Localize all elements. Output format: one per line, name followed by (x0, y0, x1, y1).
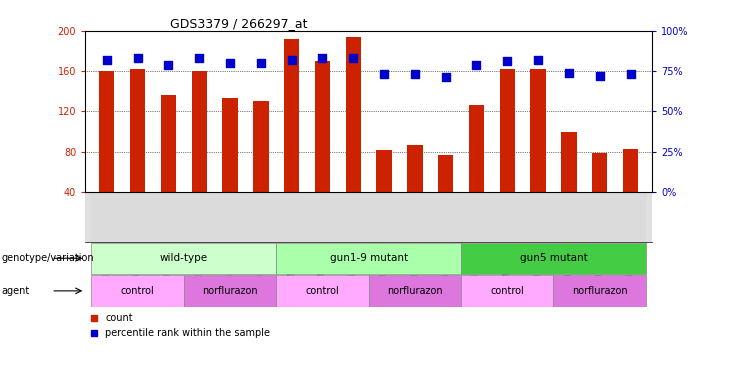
Bar (284, 39, 299, 192)
Point (348, 55, 359, 61)
Bar (345, 37, 361, 192)
Bar (522, 192, 554, 242)
Bar (585, 192, 615, 242)
Bar (99, 71, 114, 192)
Text: count: count (105, 313, 133, 323)
Point (409, 71, 421, 77)
Bar (153, 192, 184, 242)
Bar (315, 61, 330, 192)
Text: norflurazon: norflurazon (202, 286, 258, 296)
Point (286, 57, 298, 63)
Bar (307, 192, 338, 242)
Bar (461, 275, 554, 306)
Point (132, 55, 144, 61)
Bar (469, 105, 484, 192)
Bar (431, 192, 461, 242)
Bar (184, 192, 215, 242)
Bar (407, 145, 422, 192)
Bar (461, 192, 492, 242)
Point (224, 60, 236, 66)
Bar (592, 153, 608, 192)
Bar (184, 275, 276, 306)
Bar (91, 243, 276, 274)
Bar (161, 95, 176, 192)
Bar (461, 243, 646, 274)
Bar (492, 192, 522, 242)
Point (101, 57, 113, 63)
Text: agent: agent (1, 286, 30, 296)
Bar (191, 71, 207, 192)
Text: control: control (491, 286, 524, 296)
Bar (245, 192, 276, 242)
Bar (222, 98, 238, 192)
Text: percentile rank within the sample: percentile rank within the sample (105, 328, 270, 338)
Bar (561, 131, 576, 192)
Point (625, 71, 637, 77)
Text: norflurazon: norflurazon (387, 286, 442, 296)
Point (439, 74, 451, 81)
Text: genotype/variation: genotype/variation (1, 253, 94, 263)
Point (502, 58, 514, 65)
Bar (376, 150, 392, 192)
Bar (91, 275, 184, 306)
Point (193, 55, 205, 61)
Bar (276, 192, 307, 242)
Point (255, 60, 267, 66)
Bar (91, 192, 122, 242)
Bar (253, 101, 268, 192)
Point (316, 55, 328, 61)
Bar (369, 275, 461, 306)
Bar (438, 155, 453, 192)
Bar (215, 192, 245, 242)
Bar (276, 275, 369, 306)
Point (162, 61, 174, 68)
Bar (531, 69, 546, 192)
Bar (554, 192, 585, 242)
Bar (499, 69, 515, 192)
Text: wild-type: wild-type (160, 253, 208, 263)
Bar (623, 149, 638, 192)
Point (471, 61, 482, 68)
Point (378, 71, 390, 77)
Point (563, 70, 575, 76)
Point (594, 73, 605, 79)
Text: gun5 mutant: gun5 mutant (519, 253, 588, 263)
Text: GDS3379 / 266297_at: GDS3379 / 266297_at (170, 17, 308, 30)
Bar (554, 275, 646, 306)
Text: norflurazon: norflurazon (572, 286, 628, 296)
Bar (122, 192, 153, 242)
Bar (615, 192, 646, 242)
Bar (338, 192, 368, 242)
Text: gun1-9 mutant: gun1-9 mutant (330, 253, 408, 263)
Bar (369, 192, 399, 242)
Bar (276, 243, 461, 274)
Bar (130, 69, 145, 192)
Bar (399, 192, 431, 242)
Point (532, 57, 544, 63)
Text: control: control (121, 286, 154, 296)
Text: control: control (305, 286, 339, 296)
